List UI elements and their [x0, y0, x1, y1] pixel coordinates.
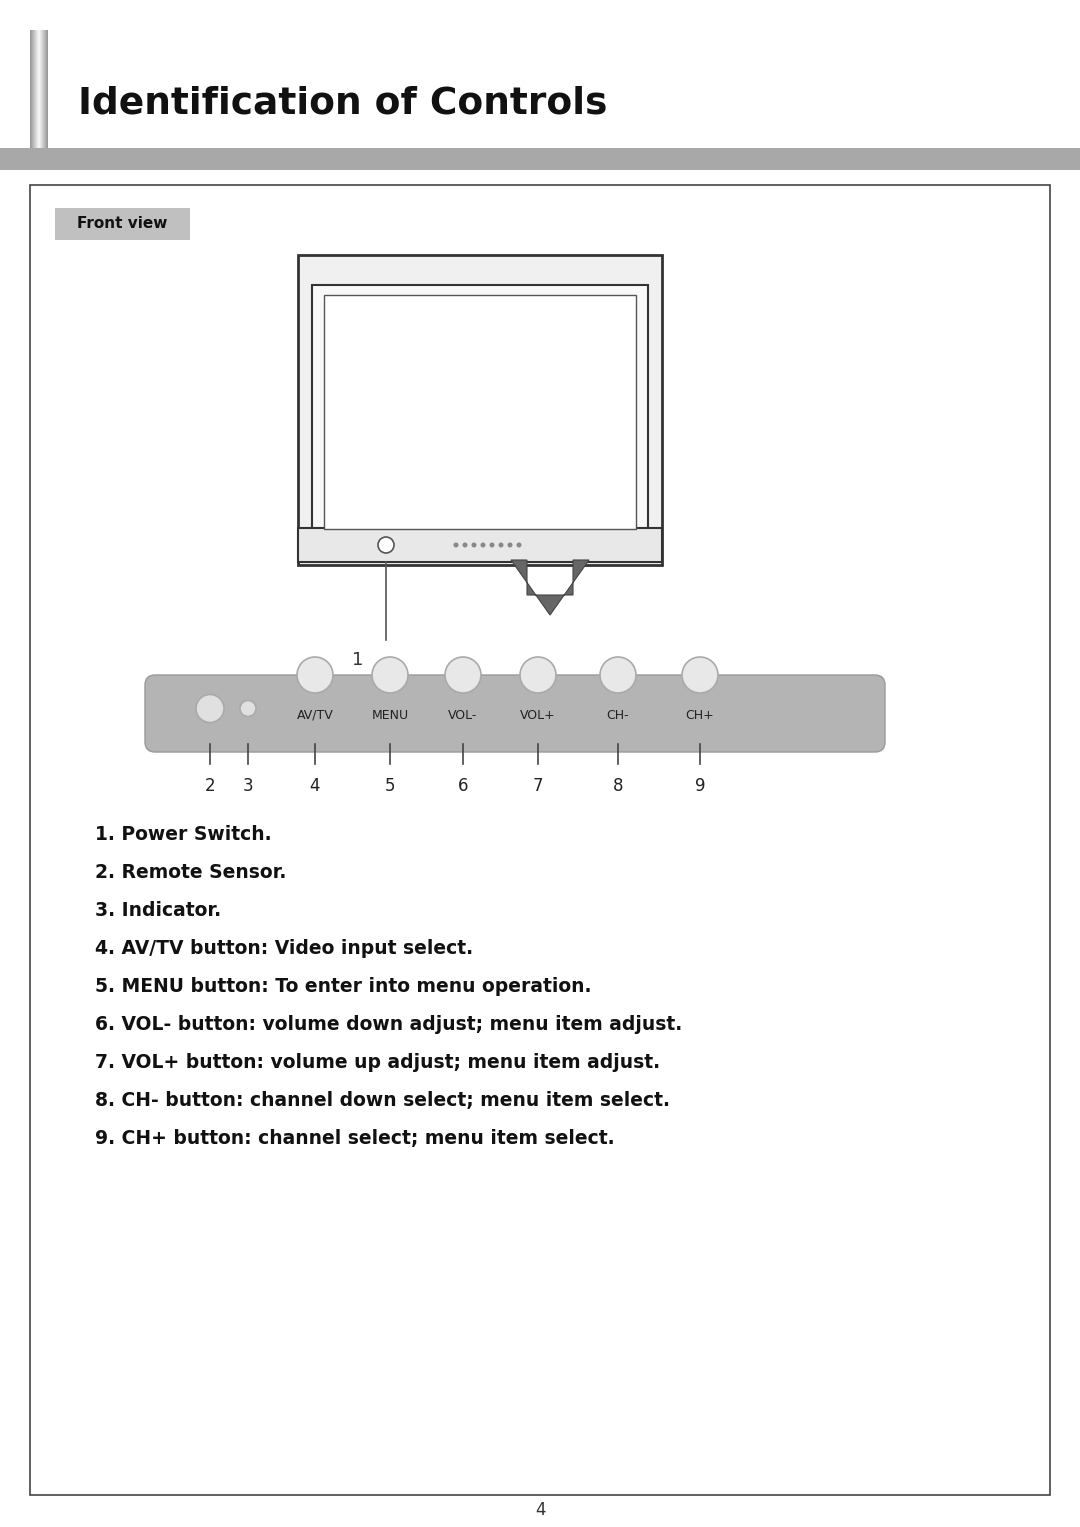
Text: MENU: MENU	[372, 709, 408, 722]
Circle shape	[297, 657, 333, 693]
Text: 8. CH- button: channel down select; menu item select.: 8. CH- button: channel down select; menu…	[95, 1090, 670, 1110]
FancyBboxPatch shape	[30, 185, 1050, 1495]
Text: 4: 4	[310, 777, 321, 796]
Text: 3: 3	[243, 777, 254, 796]
Text: 2: 2	[205, 777, 215, 796]
Circle shape	[195, 695, 224, 722]
Text: 3. Indicator.: 3. Indicator.	[95, 901, 221, 919]
Bar	[0, 148, 1080, 169]
Text: AV/TV: AV/TV	[297, 709, 334, 722]
Text: 2. Remote Sensor.: 2. Remote Sensor.	[95, 863, 286, 883]
Circle shape	[519, 657, 556, 693]
Bar	[298, 255, 662, 565]
Text: 9. CH+ button: channel select; menu item select.: 9. CH+ button: channel select; menu item…	[95, 1128, 615, 1148]
Text: CH+: CH+	[686, 709, 714, 722]
Text: VOL+: VOL+	[521, 709, 556, 722]
Bar	[312, 286, 648, 541]
Circle shape	[240, 701, 256, 716]
Text: 4: 4	[535, 1501, 545, 1519]
Bar	[55, 208, 190, 240]
Text: 9: 9	[694, 777, 705, 796]
Text: 6: 6	[458, 777, 469, 796]
Text: 7. VOL+ button: volume up adjust; menu item adjust.: 7. VOL+ button: volume up adjust; menu i…	[95, 1054, 660, 1072]
Circle shape	[445, 657, 481, 693]
Text: 5. MENU button: To enter into menu operation.: 5. MENU button: To enter into menu opera…	[95, 977, 592, 996]
Text: VOL-: VOL-	[448, 709, 477, 722]
Circle shape	[454, 542, 459, 548]
Circle shape	[462, 542, 468, 548]
Bar	[324, 295, 636, 528]
Circle shape	[372, 657, 408, 693]
Circle shape	[499, 542, 503, 548]
Circle shape	[472, 542, 476, 548]
Text: 1: 1	[352, 651, 364, 669]
FancyArrow shape	[511, 560, 589, 615]
Bar	[298, 528, 662, 562]
Circle shape	[508, 542, 513, 548]
Circle shape	[600, 657, 636, 693]
Text: CH-: CH-	[607, 709, 630, 722]
Text: 4. AV/TV button: Video input select.: 4. AV/TV button: Video input select.	[95, 939, 473, 957]
Circle shape	[481, 542, 486, 548]
Text: Front view: Front view	[78, 217, 167, 232]
Circle shape	[516, 542, 522, 548]
Circle shape	[378, 538, 394, 553]
Text: Identification of Controls: Identification of Controls	[78, 86, 607, 121]
Text: 8: 8	[612, 777, 623, 796]
Text: 6. VOL- button: volume down adjust; menu item adjust.: 6. VOL- button: volume down adjust; menu…	[95, 1015, 683, 1034]
Text: 5: 5	[384, 777, 395, 796]
Text: 7: 7	[532, 777, 543, 796]
FancyBboxPatch shape	[145, 675, 885, 751]
Circle shape	[681, 657, 718, 693]
Circle shape	[489, 542, 495, 548]
Text: 1. Power Switch.: 1. Power Switch.	[95, 825, 272, 844]
